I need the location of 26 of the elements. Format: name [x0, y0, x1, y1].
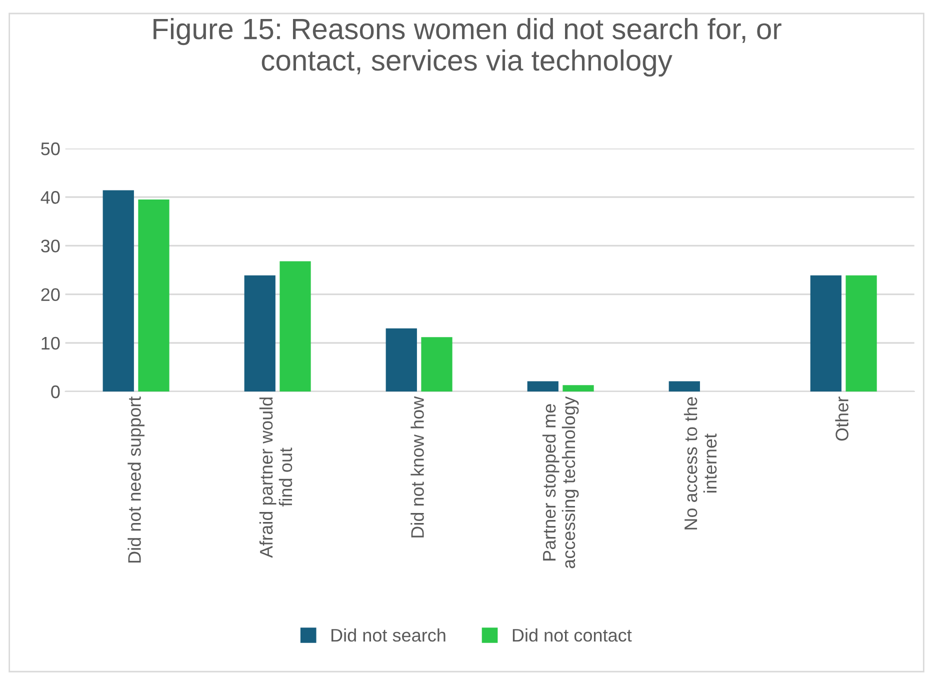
bar	[668, 381, 700, 392]
bar	[138, 200, 170, 392]
bar	[386, 328, 417, 392]
bar	[846, 275, 877, 392]
x-tick-label: Other	[835, 396, 848, 441]
bar	[562, 385, 594, 392]
bar	[421, 337, 452, 392]
chart-title: Figure 15: Reasons women did not search for, or contact, services via technology	[154, 18, 782, 77]
y-tick-label: 40	[40, 191, 60, 204]
x-tick-label: Did not know how	[410, 396, 424, 538]
legend-label: Did not search	[332, 628, 446, 642]
y-tick-label: 10	[42, 336, 60, 350]
bar	[810, 275, 842, 392]
x-tick-label: No access to the internet	[684, 397, 717, 530]
x-tick-label: Afraid partner would find out	[259, 398, 292, 558]
y-tick-label: 0	[51, 385, 60, 398]
legend-label: Did not contact	[512, 628, 632, 642]
bar	[527, 381, 558, 392]
y-tick-label: 50	[41, 142, 60, 156]
bar	[244, 275, 276, 392]
y-tick-label: 20	[41, 288, 60, 302]
bar	[102, 190, 134, 392]
y-tick-label: 30	[41, 240, 60, 252]
bar	[280, 261, 311, 392]
x-tick-label: Did not need support	[128, 396, 144, 562]
x-tick-label: Partner stopped me accessing technology	[542, 396, 579, 568]
